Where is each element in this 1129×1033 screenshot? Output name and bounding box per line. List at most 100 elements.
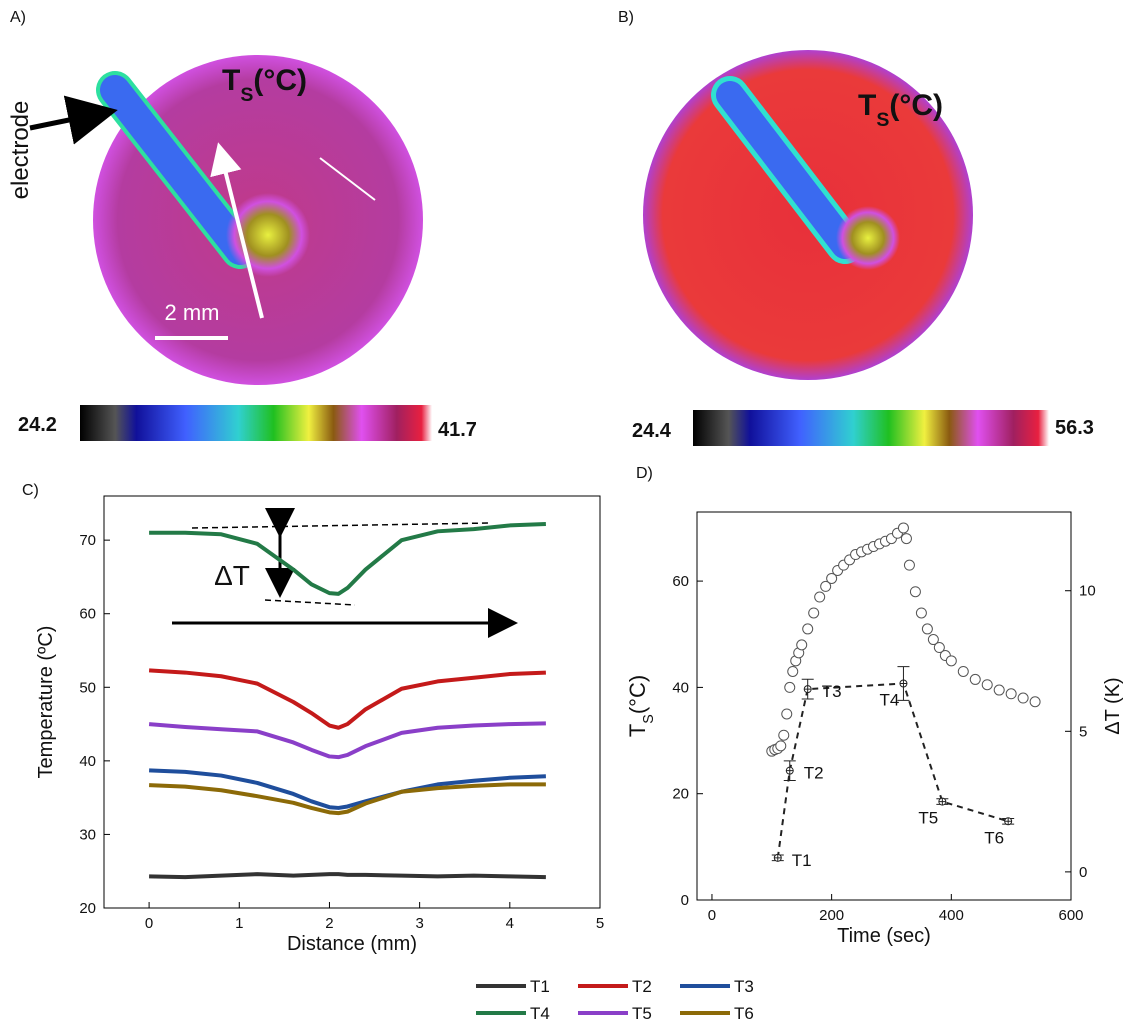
y-axis-label: TS(°C) bbox=[625, 675, 657, 737]
colorbar bbox=[80, 405, 432, 441]
marker bbox=[778, 729, 790, 741]
legend-label: T4 bbox=[530, 1004, 550, 1023]
image-title: TS(°C) bbox=[222, 64, 307, 106]
plot-frame bbox=[103, 495, 601, 909]
y-tick-label: 70 bbox=[79, 532, 96, 549]
marker bbox=[784, 681, 796, 693]
marker bbox=[945, 655, 957, 667]
legend-label: T6 bbox=[734, 1004, 754, 1023]
point-label: T1 bbox=[792, 851, 812, 870]
line-series bbox=[148, 668, 546, 730]
x-tick-label: 0 bbox=[708, 907, 716, 924]
marker bbox=[981, 679, 993, 691]
marker bbox=[969, 673, 981, 685]
marker bbox=[933, 642, 945, 654]
dashed-line bbox=[191, 522, 491, 529]
y-tick-label: 0 bbox=[681, 892, 689, 909]
legend-label: T1 bbox=[530, 977, 550, 996]
colorbar bbox=[693, 410, 1049, 446]
text-subscript: S bbox=[641, 714, 657, 724]
annotation: ΔT bbox=[214, 560, 250, 591]
y2-tick-label: 10 bbox=[1079, 583, 1096, 600]
x-tick-label: 0 bbox=[145, 915, 153, 932]
x-tick-label: 1 bbox=[235, 915, 243, 932]
y2-tick-label: 0 bbox=[1079, 864, 1087, 881]
line-series bbox=[149, 782, 546, 816]
marker bbox=[957, 665, 969, 677]
text-part: (°C) bbox=[625, 675, 650, 714]
y-tick-label: 60 bbox=[672, 573, 689, 590]
point-label: T3 bbox=[822, 682, 842, 701]
x-tick-label: 5 bbox=[596, 915, 604, 932]
point-label: T4 bbox=[880, 691, 900, 710]
colorbar-min: 24.2 bbox=[18, 414, 57, 436]
legend-label: T3 bbox=[734, 977, 754, 996]
electrode bbox=[100, 75, 255, 265]
marker bbox=[808, 607, 820, 619]
marker bbox=[1029, 696, 1041, 708]
marker-cross bbox=[786, 767, 794, 775]
y-tick-label: 20 bbox=[672, 786, 689, 803]
y-tick-label: 50 bbox=[79, 679, 96, 696]
hotspot bbox=[836, 206, 900, 270]
marker bbox=[900, 533, 912, 545]
marker bbox=[915, 607, 927, 619]
x-tick-label: 3 bbox=[415, 915, 423, 932]
marker bbox=[781, 708, 793, 720]
line-series bbox=[149, 768, 546, 810]
x-tick-label: 4 bbox=[506, 915, 514, 932]
marker-cross bbox=[938, 798, 946, 806]
arrow bbox=[29, 95, 118, 145]
electrode bbox=[716, 81, 859, 259]
marker-cross bbox=[1004, 817, 1012, 825]
y-tick-label: 60 bbox=[79, 606, 96, 623]
marker bbox=[903, 559, 915, 571]
text-part: T bbox=[625, 724, 650, 737]
colorbar-max: 41.7 bbox=[438, 419, 477, 441]
marker bbox=[1017, 692, 1029, 704]
marker bbox=[820, 580, 832, 592]
marker bbox=[897, 522, 909, 534]
arrow bbox=[210, 142, 264, 319]
marker bbox=[775, 740, 787, 752]
dashed-line bbox=[264, 599, 356, 606]
panel-label: A) bbox=[10, 9, 26, 26]
marker bbox=[802, 623, 814, 635]
legend-label: T5 bbox=[632, 1004, 652, 1023]
x-tick-label: 200 bbox=[819, 907, 844, 924]
legend-label: T2 bbox=[632, 977, 652, 996]
x-tick-label: 2 bbox=[325, 915, 333, 932]
marker bbox=[921, 623, 933, 635]
line-series bbox=[149, 521, 546, 596]
y2-axis-label: ΔT (K) bbox=[1102, 677, 1124, 734]
marker bbox=[927, 634, 939, 646]
marker bbox=[796, 639, 808, 651]
marker bbox=[814, 591, 826, 603]
point-label: T6 bbox=[984, 828, 1004, 847]
scale-label: 2 mm bbox=[165, 300, 220, 325]
marker-cross bbox=[899, 680, 907, 688]
text-subscript: S bbox=[240, 84, 253, 106]
x-tick-label: 600 bbox=[1058, 907, 1083, 924]
x-tick-label: 400 bbox=[939, 907, 964, 924]
marker bbox=[909, 586, 921, 598]
marker bbox=[993, 684, 1005, 696]
marker bbox=[787, 665, 799, 677]
image-title: TS(°C) bbox=[858, 89, 943, 131]
line bbox=[319, 157, 376, 201]
marker bbox=[826, 572, 838, 584]
panel-label: B) bbox=[618, 9, 634, 26]
y-tick-label: 30 bbox=[79, 826, 96, 843]
point-label: T5 bbox=[918, 809, 938, 828]
x-axis-label: Time (sec) bbox=[837, 925, 931, 947]
panel-label: D) bbox=[636, 465, 653, 482]
colorbar-max: 56.3 bbox=[1055, 417, 1094, 439]
y2-tick-label: 5 bbox=[1079, 723, 1087, 740]
marker-cross bbox=[804, 685, 812, 693]
colorbar-min: 24.4 bbox=[632, 420, 672, 442]
text-part: T bbox=[222, 64, 240, 97]
hotspot bbox=[226, 193, 310, 277]
y-tick-label: 40 bbox=[79, 753, 96, 770]
annotation: electrode bbox=[7, 101, 34, 200]
